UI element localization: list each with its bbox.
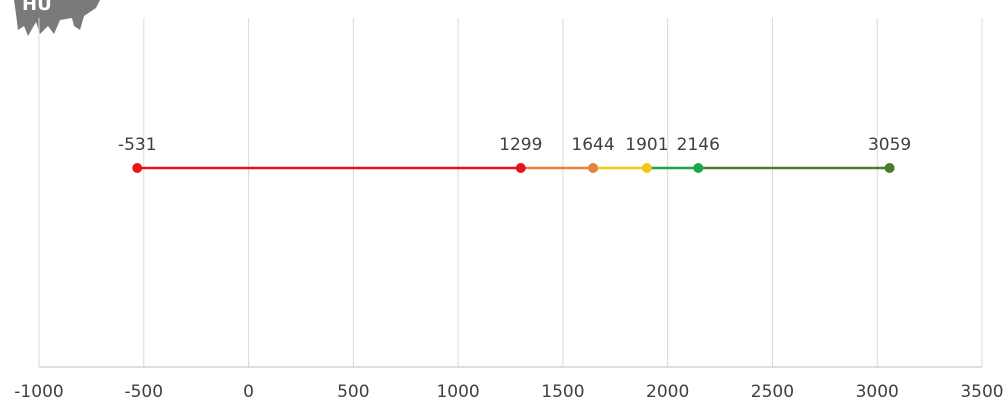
logo-text: HU [22, 0, 52, 15]
data-label: 1644 [571, 135, 614, 155]
x-tick-label: 500 [337, 382, 369, 402]
data-label: 2146 [677, 135, 720, 155]
x-tick-label: -500 [124, 382, 163, 402]
logo-shape [14, 0, 100, 36]
data-label: 1901 [625, 135, 668, 155]
x-tick-label: 2500 [751, 382, 794, 402]
point [132, 163, 143, 173]
point [515, 163, 526, 173]
x-tick-label: 1500 [541, 382, 584, 402]
data-label: 1299 [499, 135, 542, 155]
data-label: -531 [118, 135, 157, 155]
point [588, 163, 599, 173]
logo: HU [14, 0, 100, 36]
point [884, 163, 895, 173]
x-tick-label: 3500 [960, 382, 1003, 402]
x-tick-label: -1000 [14, 382, 63, 402]
x-tick-label: 0 [243, 382, 254, 402]
x-tick-label: 2000 [646, 382, 689, 402]
x-tick-label: 1000 [436, 382, 479, 402]
point [693, 163, 704, 173]
x-tick-label: 3000 [856, 382, 899, 402]
data-label: 3059 [868, 135, 911, 155]
point [641, 163, 652, 173]
